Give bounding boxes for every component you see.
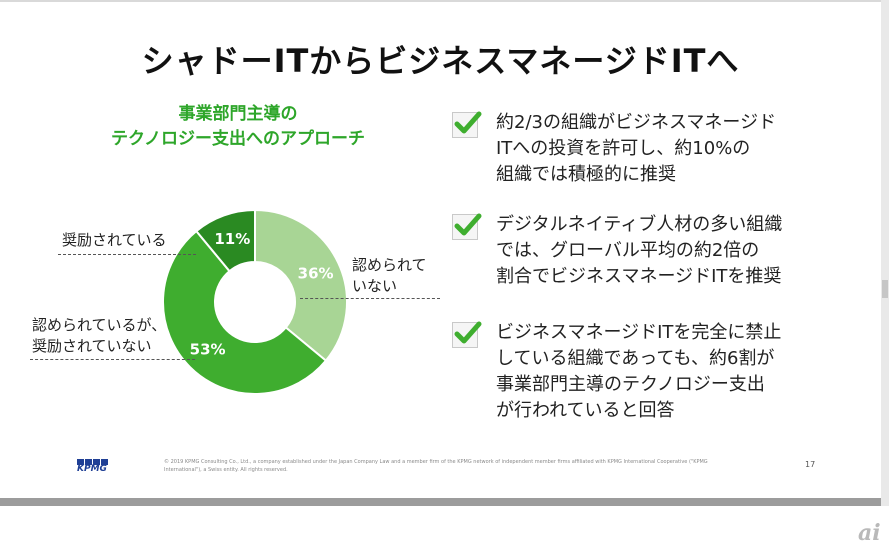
bullet-line: では、グローバル平均の約2倍の [496,240,760,261]
bullet-line: 約2/3の組織がビジネスマネージド [496,112,777,133]
donut-slice-label: 36% [298,264,334,282]
donut-slice [254,208,348,363]
copyright-line: © 2019 KPMG Consulting Co., Ltd., a comp… [164,459,708,465]
donut-slice [162,229,328,395]
leader-line-not-allowed [300,298,440,299]
bullet-line: ITへの投資を許可し、約10%の [496,138,751,159]
kpmg-logo-boxes-icon [77,459,108,465]
leader-line-encouraged [58,254,196,255]
chart-title-line-1: 事業部門主導の [178,104,298,124]
chart-title-line-2: テクノロジー支出へのアプローチ [111,129,365,149]
label-encouraged: 奨励されている [62,231,167,249]
checkbox-icon [452,111,482,138]
label-not-allowed-line-2: いない [352,277,398,295]
slide: シャドーITからビジネスマネージドITへ 事業部門主導の テクノロジー支出へのア… [0,0,881,474]
bullet-line: デジタルネイティブ人材の多い組織 [496,214,783,235]
bullet-line: が行われていると回答 [496,400,675,421]
bullet-line: 事業部門主導のテクノロジー支出 [496,374,765,395]
slide-title: シャドーITからビジネスマネージドITへ [141,42,740,80]
checkbox-icon [452,213,482,240]
bullet-line: 割合でビジネスマネージドITを推奨 [496,266,782,287]
label-allowed-line-2: 奨励されていない [32,337,152,355]
bullet-text: デジタルネイティブ人材の多い組織 では、グローバル平均の約2倍の 割合でビジネス… [496,212,836,290]
donut-slice-label: 53% [190,340,226,358]
bullet-text: ビジネスマネージドITを完全に禁止 している組織であっても、約6割が 事業部門主… [496,320,836,424]
chart-title: 事業部門主導の テクノロジー支出へのアプローチ [88,102,388,152]
copyright-line: International"), a Swiss entity. All rig… [164,467,288,473]
checkbox-icon [452,321,482,348]
bullet-line: ビジネスマネージドITを完全に禁止 [496,322,782,343]
label-not-allowed-line-1: 認められて [352,256,427,274]
scrollbar-track[interactable] [881,0,889,506]
donut-slice [194,208,256,273]
page-number: 17 [805,460,816,469]
bullet-text: 約2/3の組織がビジネスマネージド ITへの投資を許可し、約10%の 組織では積… [496,110,836,188]
donut-chart: 36% 53% 11% [162,208,348,395]
bullet-line: している組織であっても、約6割が [496,348,775,369]
watermark-logo: ai [858,520,881,546]
bullet-line: 組織では積極的に推奨 [496,164,676,185]
slide-bottom-bar [0,498,881,506]
label-not-allowed: 認められて いない [352,255,427,297]
scrollbar-thumb[interactable] [882,280,888,298]
label-allowed-line-1: 認められているが、 [32,316,167,334]
kpmg-logo: KPMG [77,459,111,474]
donut-slice-label: 11% [214,230,250,248]
kpmg-logo-text: KPMG [77,464,107,474]
leader-line-allowed [30,359,195,360]
copyright-notice: © 2019 KPMG Consulting Co., Ltd., a comp… [164,458,724,474]
label-allowed-not-encouraged: 認められているが、 奨励されていない [32,315,166,357]
